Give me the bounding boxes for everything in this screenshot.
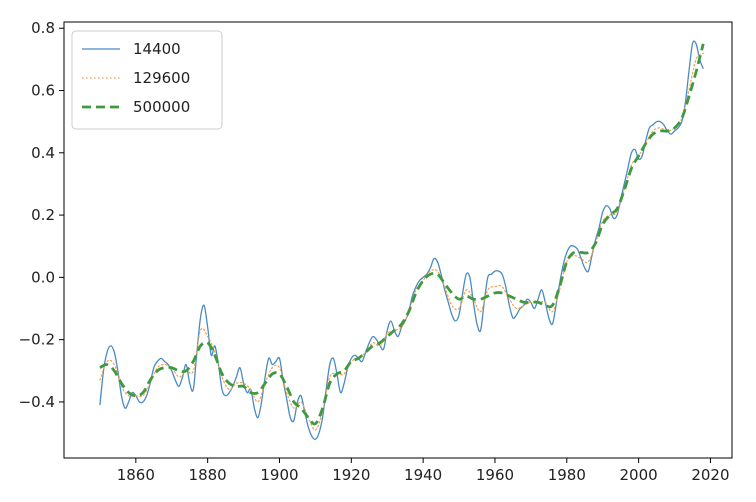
y-tick-label: 0.2 [31, 206, 55, 224]
legend-entries: 14400 129600 500000 [82, 40, 190, 116]
x-tick-label: 1960 [476, 466, 514, 484]
legend-box [71, 30, 223, 130]
series-line-500000 [99, 43, 705, 426]
y-tick-label: −0.2 [19, 331, 55, 349]
legend-label-500000: 500000 [133, 98, 190, 116]
y-tick-label: 0.8 [31, 19, 55, 37]
x-tick-label: 1880 [189, 466, 227, 484]
x-tick-label: 1900 [260, 466, 298, 484]
y-tick-label: 0.4 [31, 144, 55, 162]
legend: 14400 129600 500000 [71, 30, 223, 130]
x-tick-label: 2000 [620, 466, 658, 484]
series-line-129600 [99, 52, 704, 431]
y-tick-label: 0.0 [31, 268, 55, 286]
y-tick-label: 0.6 [31, 82, 55, 100]
x-tick-label: 1920 [332, 466, 370, 484]
x-tick-label: 2020 [691, 466, 729, 484]
y-tick-label: −0.4 [19, 393, 55, 411]
x-tick-label: 1980 [548, 466, 586, 484]
legend-label-129600: 129600 [133, 69, 190, 87]
axes-frame [63, 21, 733, 459]
x-tick-label: 1940 [404, 466, 442, 484]
x-tick-label: 1860 [117, 466, 155, 484]
ticks-layer: 1860 1880 1900 1920 1940 1960 1980 2000 2020 −0.4… [19, 19, 730, 484]
series-layer [99, 40, 705, 441]
legend-label-14400: 14400 [133, 40, 181, 58]
